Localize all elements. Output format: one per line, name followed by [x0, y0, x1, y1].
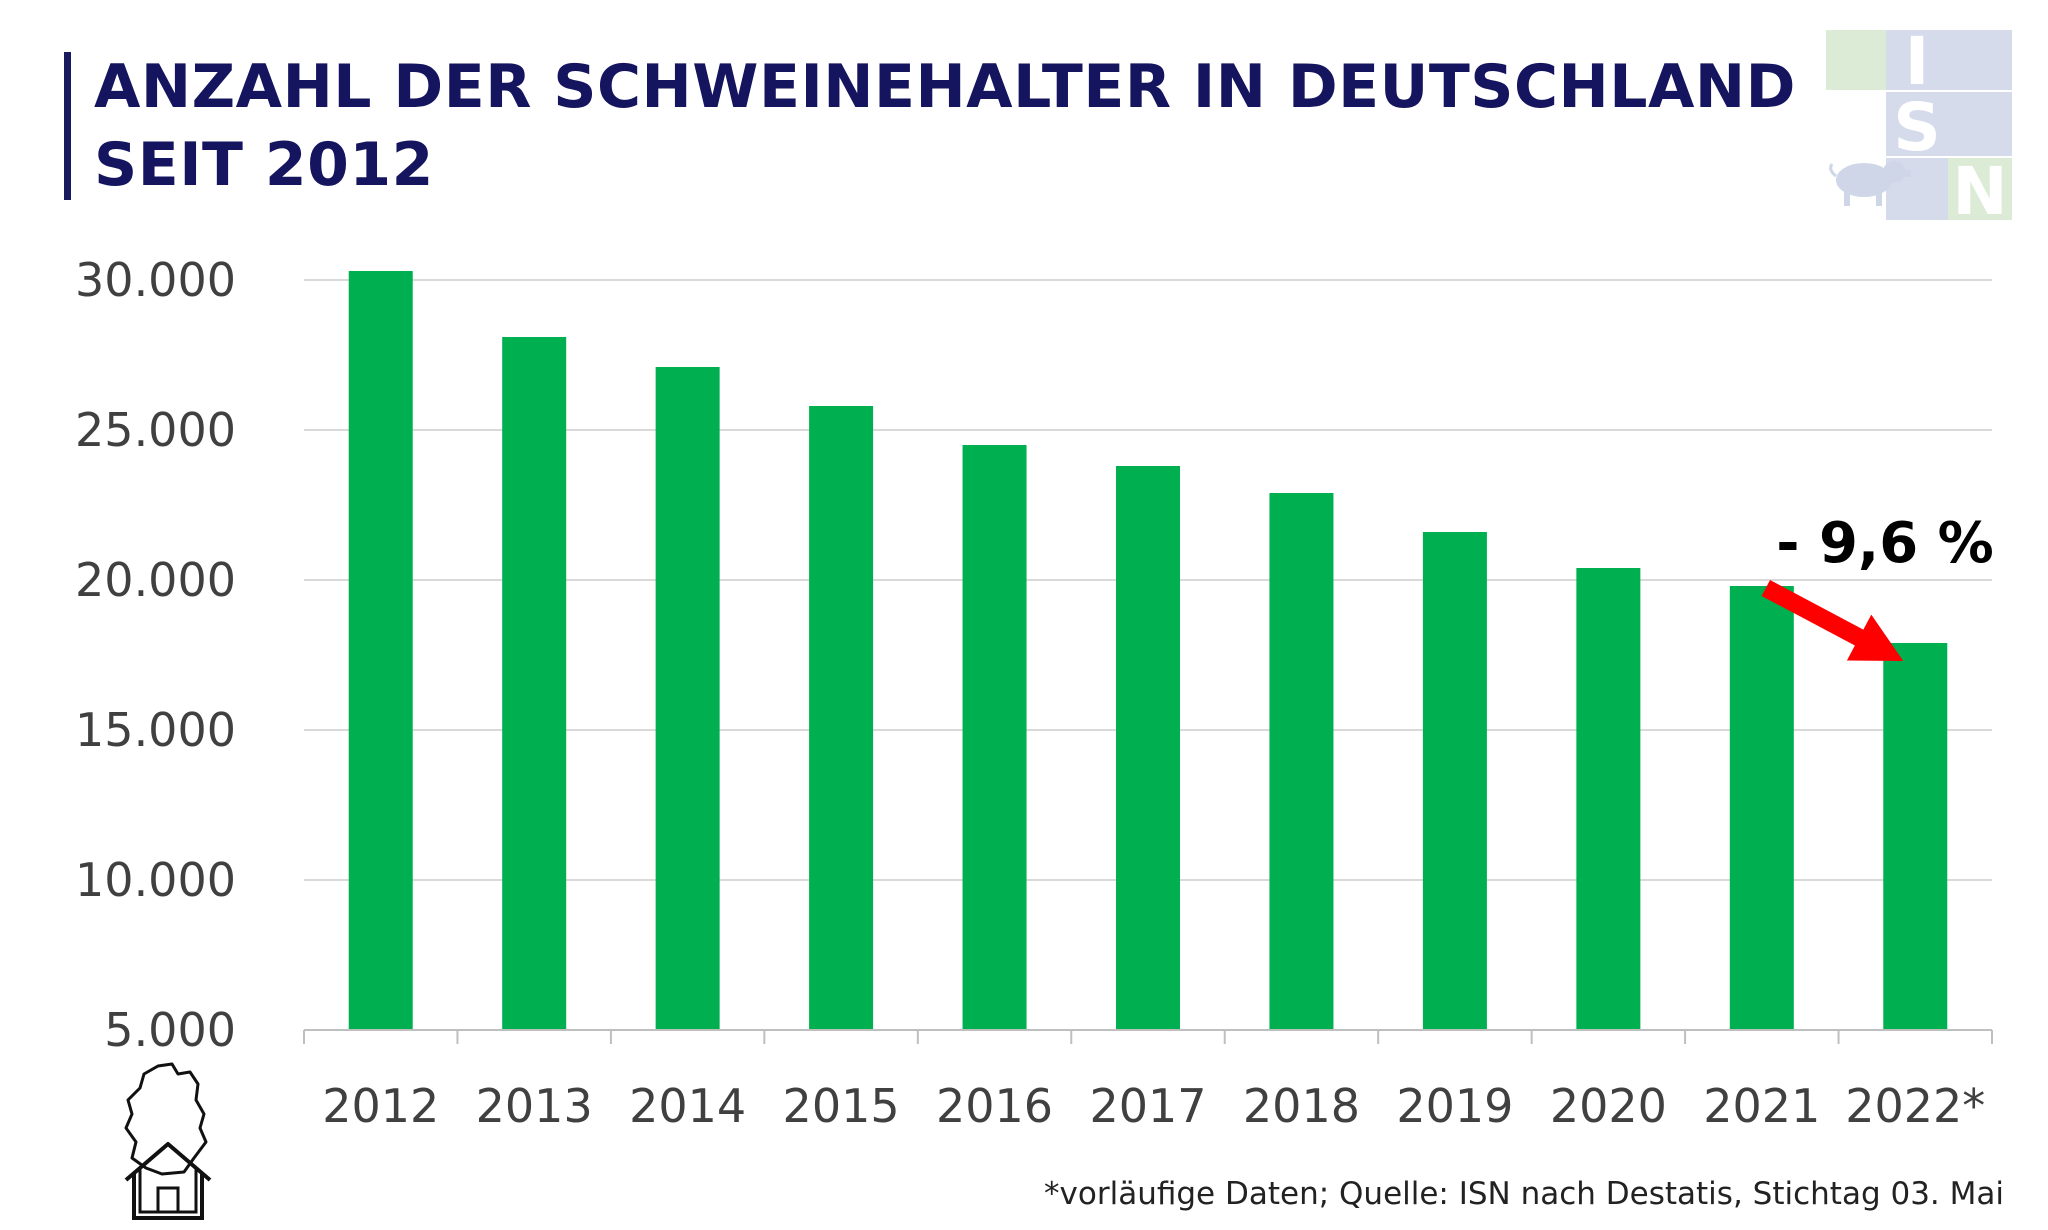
decline-arrow [1761, 580, 1904, 661]
y-tick-label: 20.000 [75, 553, 236, 607]
bar-2020 [1576, 568, 1641, 1030]
y-tick-label: 10.000 [75, 853, 236, 907]
germany-home-icon [124, 1062, 212, 1220]
y-tick-label: 15.000 [75, 703, 236, 757]
change-annotation: - 9,6 % [1761, 511, 1994, 661]
isn-logo: I S N [1826, 30, 2012, 220]
y-tick-label: 25.000 [75, 403, 236, 457]
x-tick-label: 2013 [476, 1079, 593, 1133]
x-axis-ticks [303, 1030, 1993, 1044]
x-tick-label: 2019 [1396, 1079, 1513, 1133]
bar-2019 [1422, 532, 1487, 1030]
bar-2012 [348, 271, 413, 1030]
change-label: - 9,6 % [1776, 511, 1994, 576]
x-tick-label: 2018 [1243, 1079, 1360, 1133]
x-tick-label: 2020 [1550, 1079, 1667, 1133]
chart-title: ANZAHL DER SCHWEINEHALTER IN DEUTSCHLAND… [94, 48, 1796, 204]
chart-title-line-1: ANZAHL DER SCHWEINEHALTER IN DEUTSCHLAND [94, 52, 1796, 122]
bar-2021 [1729, 586, 1794, 1030]
title-accent-bar [64, 52, 71, 200]
bar-2014 [655, 367, 720, 1030]
bar-2013 [502, 337, 567, 1030]
logo-letter-i: I [1905, 30, 1930, 100]
bar-2022 [1883, 643, 1948, 1030]
y-tick-label: 5.000 [104, 1003, 236, 1057]
x-tick-label: 2012 [322, 1079, 439, 1133]
x-tick-label: 2014 [629, 1079, 746, 1133]
pig-icon [1829, 161, 1911, 206]
y-axis-tick-labels: 5.000 10.000 15.000 20.000 25.000 30.000 [75, 253, 236, 1057]
logo-letter-s: S [1893, 89, 1941, 166]
logo-letter-n: N [1952, 153, 2007, 220]
bars [348, 271, 1948, 1030]
x-axis-tick-labels: 2012 2013 2014 2015 2016 2017 2018 2019 2020 2021… [322, 1079, 1985, 1133]
x-tick-label: 2017 [1089, 1079, 1206, 1133]
bar-2016 [962, 445, 1027, 1030]
x-tick-label: 2016 [936, 1079, 1053, 1133]
x-tick-label: 2021 [1703, 1079, 1820, 1133]
bar-2015 [809, 406, 874, 1030]
x-tick-label: 2015 [783, 1079, 900, 1133]
y-tick-label: 30.000 [75, 253, 236, 307]
footnote-source: *vorläufige Daten; Quelle: ISN nach Dest… [1044, 1176, 2004, 1212]
bar-2018 [1269, 493, 1334, 1030]
x-tick-label: 2022* [1845, 1079, 1985, 1133]
bar-2017 [1116, 466, 1180, 1030]
chart-title-line-2: SEIT 2012 [94, 130, 434, 200]
